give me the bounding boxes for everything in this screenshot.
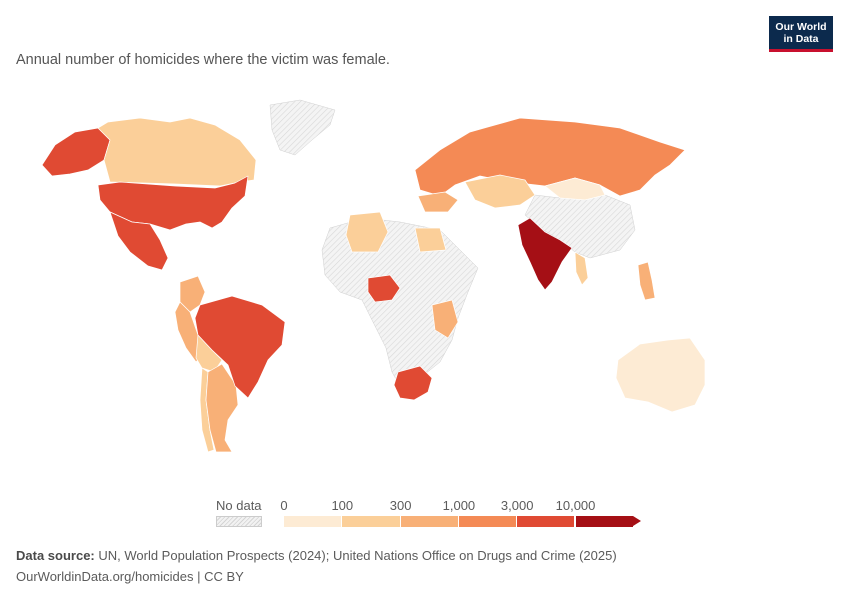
footer-url[interactable]: OurWorldinData.org/homicides | CC BY [16, 569, 244, 584]
legend-tick-label: 100 [331, 498, 354, 513]
country-algeria[interactable] [345, 211, 389, 253]
legend-tick-label: 3,000 [500, 498, 534, 513]
country-greenland[interactable] [269, 99, 336, 156]
legend-nodata-swatch [216, 516, 262, 527]
country-mongolia[interactable] [544, 177, 606, 201]
country-india[interactable] [517, 217, 573, 291]
legend-bin[interactable] [517, 516, 576, 527]
legend-bin[interactable] [458, 516, 518, 527]
legend-bin[interactable] [400, 516, 459, 527]
data-source: Data source: UN, World Population Prospe… [16, 548, 617, 563]
chart-subtitle: Annual number of homicides where the vic… [16, 52, 390, 68]
owid-logo[interactable]: Our World in Data [769, 16, 833, 52]
legend-nodata-label: No data [216, 498, 262, 513]
country-egypt[interactable] [414, 227, 447, 253]
country-kazakhstan[interactable] [464, 174, 536, 209]
country-canada[interactable] [97, 117, 257, 187]
country-nigeria[interactable] [367, 274, 401, 303]
country-australia[interactable] [615, 337, 706, 413]
legend-tick-label: 10,000 [555, 498, 596, 513]
country-russia[interactable] [414, 117, 686, 197]
data-source-text: UN, World Population Prospects (2024); U… [94, 548, 617, 563]
country-philippines[interactable] [637, 261, 656, 301]
country-argentina[interactable] [205, 363, 239, 453]
logo-line-1: Our World [775, 21, 827, 33]
legend-arrow-icon [633, 516, 641, 526]
country-south-africa[interactable] [393, 365, 433, 401]
country-mexico[interactable] [109, 211, 169, 271]
world-map [41, 99, 706, 453]
logo-line-2: in Data [783, 33, 819, 45]
legend-bin[interactable] [342, 516, 401, 527]
legend-bin[interactable] [575, 516, 634, 527]
legend-tick-label: 300 [389, 498, 412, 513]
country-alaska[interactable] [41, 127, 111, 177]
color-legend: No data 0 100 300 1,000 3,000 10,000 [0, 490, 850, 540]
country-tanzania[interactable] [431, 299, 459, 339]
country-ukraine[interactable] [417, 191, 459, 213]
legend-tick-label: 1,000 [442, 498, 476, 513]
legend-tick-label: 0 [280, 498, 288, 513]
country-africa-other[interactable] [321, 217, 479, 391]
legend-bin[interactable] [284, 516, 343, 527]
country-brazil[interactable] [194, 295, 286, 399]
country-myanmar[interactable] [574, 251, 589, 286]
data-source-label: Data source: [16, 548, 95, 563]
